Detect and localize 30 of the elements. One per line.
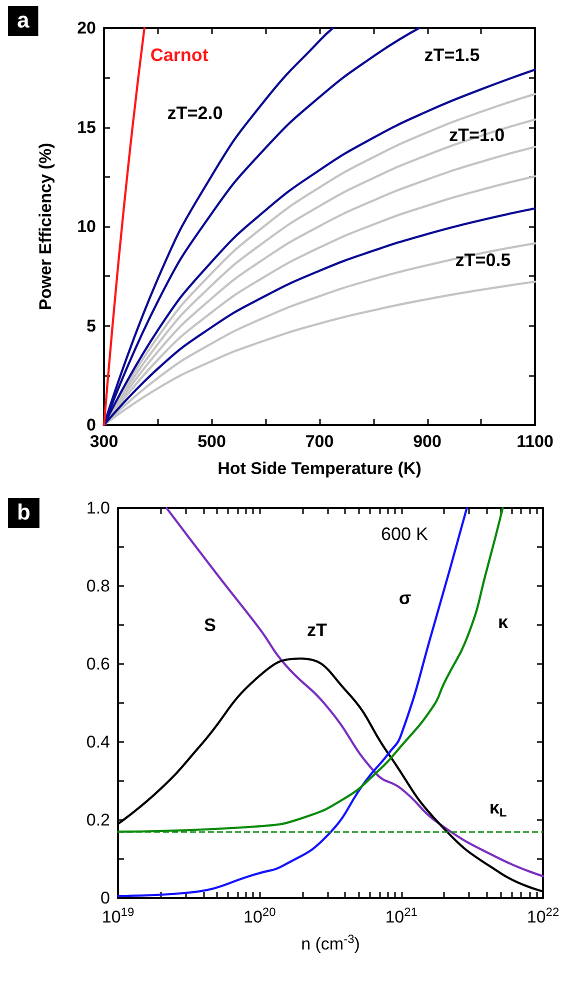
y-tick-label: 20 <box>77 18 96 38</box>
x-tick-label: 500 <box>198 432 226 451</box>
y-tick-label: 0.6 <box>86 654 110 674</box>
x-axis-title: Hot Side Temperature (K) <box>218 459 422 478</box>
y-tick-label: 1.0 <box>86 498 110 518</box>
series-label: Carnot <box>150 45 208 65</box>
annotation: zT <box>307 620 327 640</box>
annotation: zT=1.5 <box>424 45 480 65</box>
annotation: S <box>204 615 216 635</box>
x-tick-label: 300 <box>90 432 118 451</box>
x-tick-label: 700 <box>305 432 334 451</box>
x-tick-label: 1100 <box>516 432 554 451</box>
chart-title: b <box>17 500 30 524</box>
y-tick-label: 0.4 <box>86 732 110 752</box>
y-tick-label: 10 <box>77 217 96 236</box>
annotation: zT=0.5 <box>455 250 511 270</box>
y-tick-label: 0 <box>86 416 96 434</box>
annotation: zT=1.0 <box>449 125 505 146</box>
y-tick-label: 0.2 <box>86 810 110 830</box>
y-tick-label: 5 <box>86 316 96 336</box>
y-tick-label: 0.8 <box>86 576 110 596</box>
chart-title: a <box>17 8 30 32</box>
y-axis-title: Power Efficiency (%) <box>36 142 55 310</box>
text: 600 K <box>380 524 428 544</box>
annotation: κ <box>498 612 509 632</box>
x-tick-label: 900 <box>413 432 442 451</box>
annotation: σ <box>398 588 412 608</box>
y-tick-label: 0 <box>100 888 110 908</box>
y-tick-label: 15 <box>77 118 96 137</box>
annotation: zT=2.0 <box>167 103 223 123</box>
